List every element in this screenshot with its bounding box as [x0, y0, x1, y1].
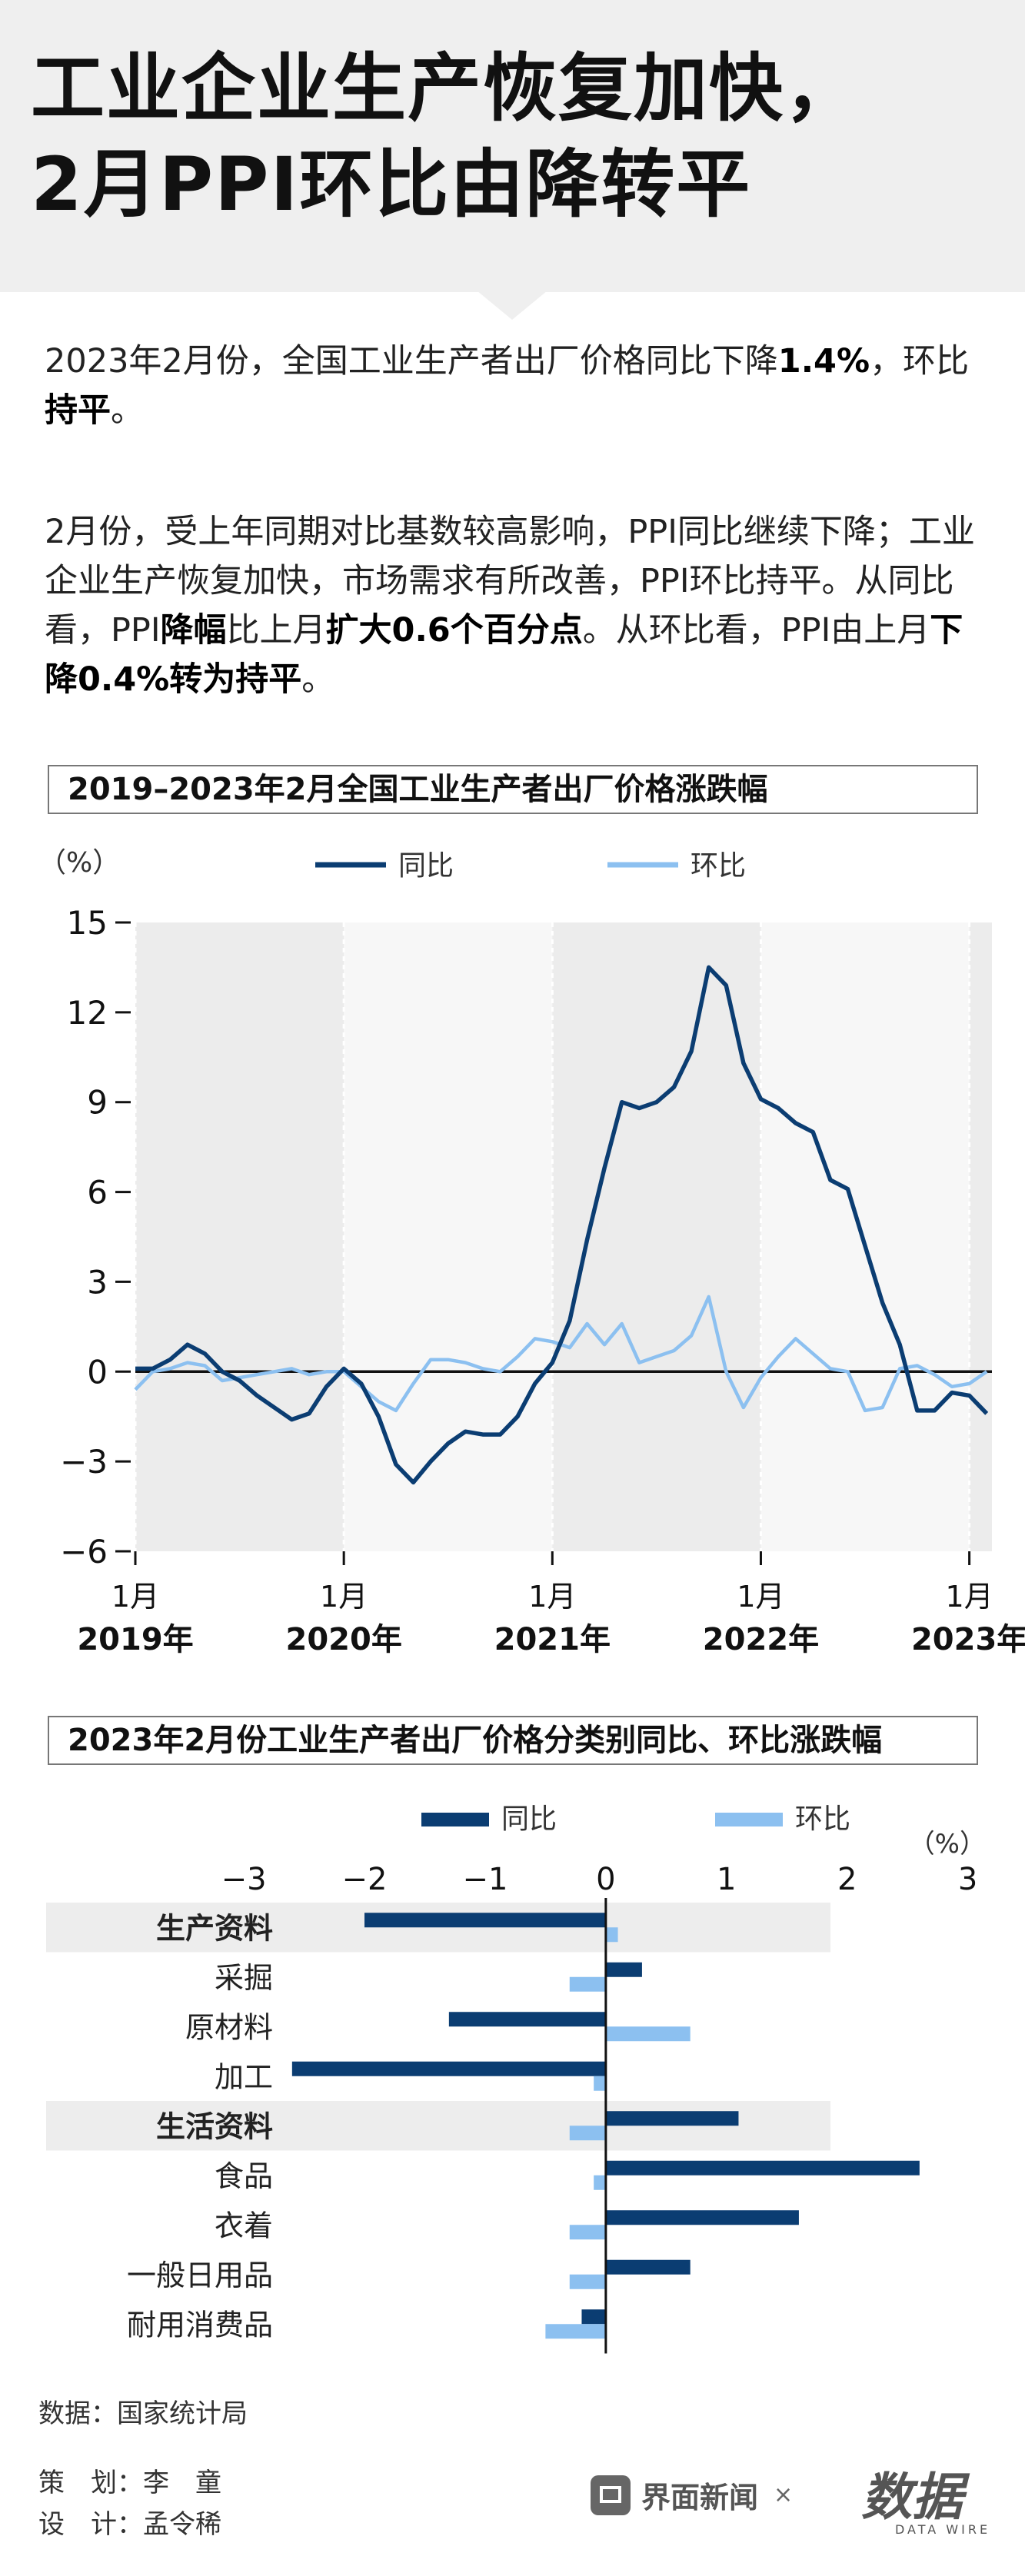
- category-label: 采掘: [215, 1961, 273, 1995]
- bar-同比-耐用消费品: [581, 2309, 606, 2325]
- line-chart-title: 2019–2023年2月全国工业生产者出厂价格涨跌幅: [48, 765, 978, 814]
- bar-环比-衣着: [569, 2225, 606, 2240]
- x-tick-label: −3: [221, 1862, 267, 1897]
- y-tick-label: −3: [60, 1443, 108, 1481]
- year-band: [760, 922, 970, 1551]
- emphasis-text: 1.4%: [777, 342, 870, 381]
- paragraph-text: 。: [111, 391, 144, 430]
- category-label: 原材料: [185, 2010, 273, 2044]
- bar-同比-食品: [605, 2160, 920, 2175]
- legend-swatch-同比: [421, 1813, 489, 1826]
- x-tick-label: 2: [837, 1862, 857, 1897]
- x-tick-month: 1月: [737, 1580, 784, 1614]
- x-tick-label: −2: [342, 1862, 388, 1897]
- emphasis-text: 下降0.4%转为持平: [45, 611, 963, 699]
- paragraph-text: 2月份，受上年同期对比基数较高影响，PPI同比继续下降；工业企业生产恢复加快，市…: [45, 513, 975, 650]
- line-chart: （%） 同比 环比15129630−3−61月2019年1月2020年1月2021年…: [38, 847, 1025, 1657]
- y-tick-label: 0: [87, 1353, 108, 1391]
- emphasis-text: 持平: [45, 391, 111, 430]
- jiemian-logo-icon: [591, 2475, 631, 2515]
- y-tick-label: −6: [60, 1533, 108, 1571]
- y-tick-label: 12: [67, 994, 108, 1032]
- x-tick-month: 1月: [320, 1580, 368, 1614]
- bar-同比-生活资料: [605, 2111, 739, 2126]
- bar-环比-原材料: [605, 2026, 691, 2042]
- x-tick-year: 2020年: [285, 1622, 401, 1657]
- legend-label: 同比: [501, 1803, 557, 1835]
- header-notch: [477, 291, 547, 320]
- data-wire-logo: 数据 DATA WIRE: [861, 2456, 987, 2541]
- x-tick-label: 0: [596, 1862, 615, 1897]
- logo-sub-text: DATA WIRE: [895, 2522, 991, 2537]
- page-title-line-2: 2月PPI环比由降转平: [31, 141, 752, 228]
- credit-planner: 策 划：李 童: [38, 2468, 221, 2498]
- category-label: 一般日用品: [127, 2259, 273, 2292]
- brand-separator: ×: [774, 2481, 794, 2508]
- x-unit-label: （%）: [909, 1829, 986, 1860]
- legend-label: 环比: [795, 1803, 850, 1835]
- x-tick-label: −1: [462, 1862, 508, 1897]
- emphasis-text: 扩大0.6个百分点: [325, 611, 583, 650]
- x-tick-month: 1月: [111, 1580, 159, 1614]
- x-tick-label: 3: [958, 1862, 977, 1897]
- intro-paragraph-2: 2月份，受上年同期对比基数较高影响，PPI同比继续下降；工业企业生产恢复加快，市…: [45, 507, 990, 704]
- paragraph-text: 比上月: [226, 611, 326, 650]
- bar-同比-生产资料: [364, 1913, 606, 1928]
- logo-main-text: 数据: [861, 2468, 963, 2527]
- y-unit-label: （%）: [38, 847, 120, 879]
- bar-环比-采掘: [569, 1976, 606, 1992]
- y-tick-label: 3: [87, 1263, 108, 1301]
- bar-环比-加工: [594, 2076, 606, 2091]
- x-tick-year: 2019年: [77, 1622, 193, 1657]
- x-tick-label: 1: [717, 1862, 736, 1897]
- legend-label: 环比: [691, 850, 746, 882]
- x-tick-year: 2021年: [494, 1622, 611, 1657]
- data-source: 数据：国家统计局: [38, 2398, 248, 2429]
- year-band: [969, 922, 992, 1551]
- paragraph-text: 2023年2月份，全国工业生产者出厂价格同比下降: [45, 342, 778, 381]
- bar-同比-衣着: [605, 2210, 799, 2225]
- paragraph-text: 。从环比看，PPI由上月: [582, 611, 930, 650]
- category-label: 加工: [215, 2060, 273, 2094]
- y-tick-label: 6: [87, 1174, 108, 1212]
- bar-同比-一般日用品: [605, 2259, 691, 2275]
- year-band: [344, 922, 553, 1551]
- paragraph-text: 。: [301, 660, 335, 699]
- bar-环比-生活资料: [569, 2126, 606, 2141]
- year-band: [552, 922, 761, 1551]
- credit-designer: 设 计：孟令稀: [38, 2509, 221, 2540]
- year-band: [135, 922, 344, 1551]
- y-tick-label: 9: [87, 1084, 108, 1122]
- bar-环比-一般日用品: [569, 2274, 606, 2289]
- bar-同比-加工: [291, 2061, 606, 2076]
- jiemian-brand: 界面新闻 ×: [591, 2474, 793, 2516]
- bar-环比-耐用消费品: [545, 2324, 606, 2339]
- x-tick-month: 1月: [528, 1580, 576, 1614]
- legend-swatch-环比: [715, 1813, 783, 1826]
- emphasis-text: 降幅: [160, 611, 227, 650]
- y-tick-label: 15: [67, 904, 108, 942]
- bar-同比-采掘: [605, 1962, 642, 1977]
- header-banner: [0, 0, 1025, 292]
- intro-paragraph-1: 2023年2月份，全国工业生产者出厂价格同比下降1.4%，环比持平。: [45, 337, 990, 435]
- category-label: 衣着: [215, 2209, 273, 2242]
- bar-chart-title: 2023年2月份工业生产者出厂价格分类别同比、环比涨跌幅: [48, 1716, 978, 1765]
- page-title-line-1: 工业企业生产恢复加快，: [31, 45, 860, 131]
- x-tick-year: 2022年: [703, 1622, 819, 1657]
- x-tick-year: 2023年: [911, 1622, 1025, 1657]
- bar-同比-原材料: [448, 2012, 606, 2027]
- series-line-同比: [135, 965, 989, 1485]
- bar-chart: 同比 环比 （%） −3 −2 −1 0 1 2 3 生产资料采掘原材料加工生活资料食品衣着一般日用…: [46, 1803, 986, 2354]
- paragraph-text: ，环比: [870, 342, 970, 381]
- bar-环比-食品: [594, 2175, 606, 2190]
- bar-环比-生产资料: [605, 1927, 618, 1943]
- category-label: 食品: [215, 2159, 273, 2193]
- legend-label: 同比: [398, 850, 454, 882]
- brand-name: 界面新闻: [641, 2481, 759, 2515]
- category-label: 生产资料: [156, 1911, 273, 1945]
- x-tick-month: 1月: [946, 1580, 993, 1614]
- category-label: 生活资料: [156, 2109, 273, 2143]
- category-label: 耐用消费品: [127, 2308, 273, 2342]
